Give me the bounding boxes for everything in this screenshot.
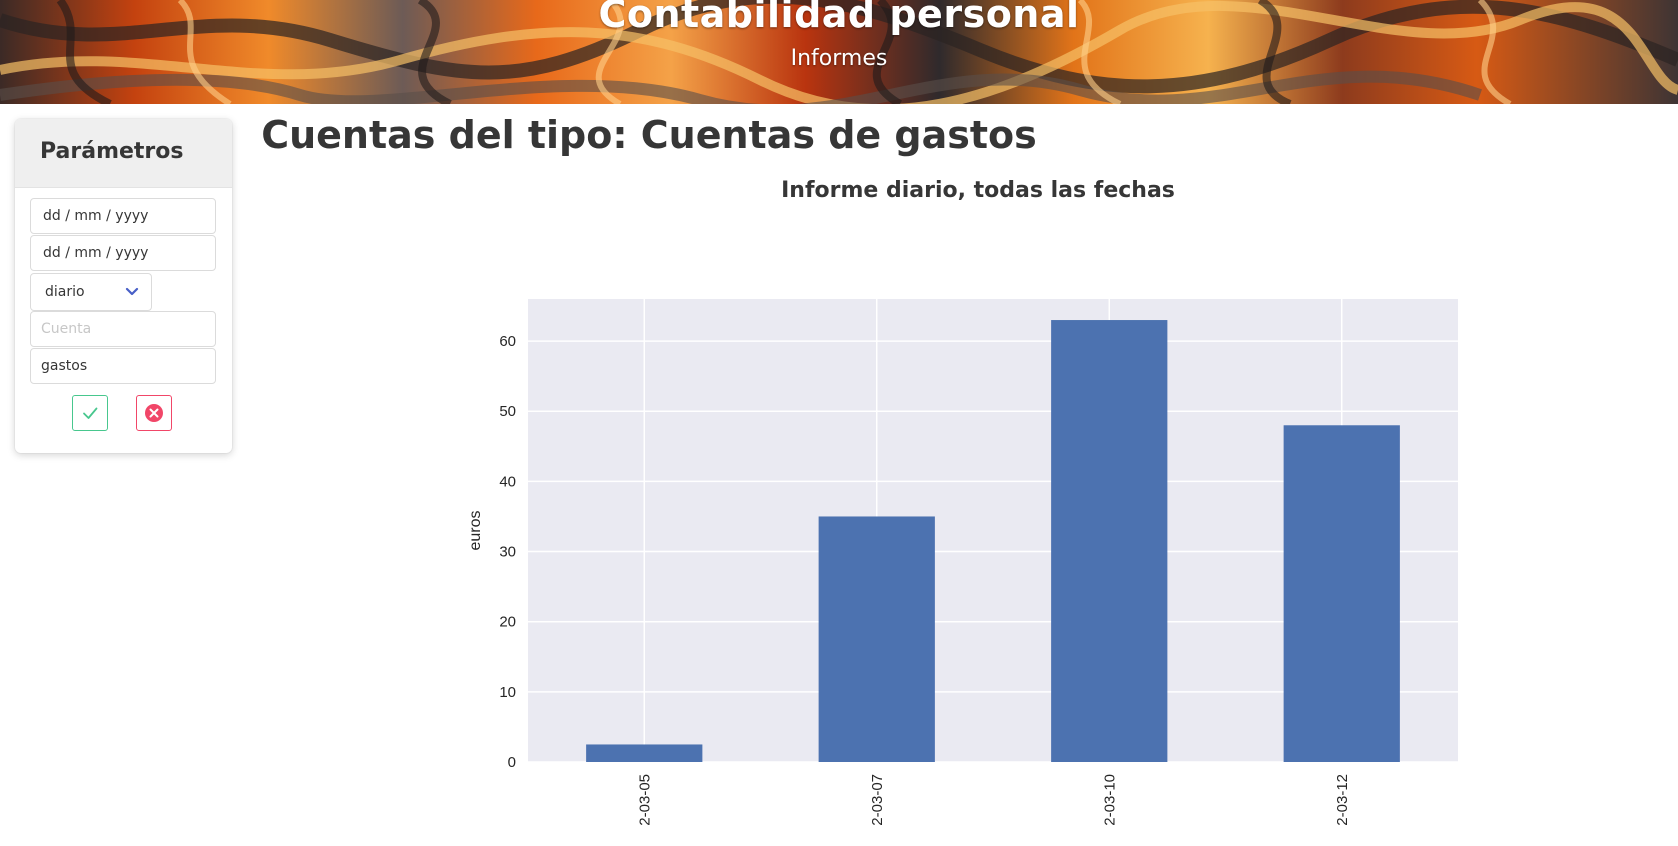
y-tick-label: 0: [508, 754, 516, 771]
period-select[interactable]: diario: [30, 273, 152, 311]
account-type-input[interactable]: gastos: [30, 348, 216, 384]
y-axis-label: euros: [467, 510, 484, 550]
bar-2-03-12: [1283, 425, 1400, 762]
x-tick-label: 2-03-10: [1101, 774, 1118, 826]
cancel-button[interactable]: [136, 395, 172, 431]
app-title: Contabilidad personal: [598, 0, 1080, 36]
account-input[interactable]: Cuenta: [30, 311, 216, 347]
x-tick-label: 2-03-07: [869, 774, 886, 826]
confirm-button[interactable]: [72, 395, 108, 431]
report-title: Cuentas del tipo: Cuentas de gastos: [240, 113, 1678, 157]
expenses-bar-chart: 0 10 20 30 40 50 60 2-03-05 2-03-07 2-03-10 2-03-1…: [467, 299, 1458, 826]
y-tick-label: 10: [499, 684, 516, 701]
date-from-input[interactable]: dd / mm / yyyy: [30, 198, 216, 234]
y-tick-label: 50: [499, 403, 516, 420]
app-subtitle: Informes: [790, 46, 888, 71]
x-tick-label: 2-03-12: [1334, 774, 1351, 826]
bar-2-03-07: [818, 516, 935, 762]
report-subtitle: Informe diario, todas las fechas: [781, 178, 1175, 203]
check-icon: [83, 407, 98, 419]
close-circle-icon: [145, 404, 163, 422]
bar-2-03-05: [586, 744, 703, 762]
report-title-text: Cuentas del tipo: Cuentas de gastos: [261, 113, 1037, 157]
parameters-panel: Parámetros dd / mm / yyyy dd / mm / yyyy…: [15, 119, 232, 453]
parameters-panel-title: Parámetros: [40, 139, 184, 164]
y-tick-label: 60: [499, 333, 516, 350]
y-tick-label: 30: [499, 544, 516, 561]
parameters-panel-header: [15, 119, 232, 188]
bar-2-03-10: [1051, 320, 1168, 762]
period-select-value: diario: [45, 284, 85, 300]
y-tick-label: 40: [499, 473, 516, 490]
marble-background-image: [0, 0, 1678, 104]
y-tick-label: 20: [499, 614, 516, 631]
header-banner: Contabilidad personal Informes: [0, 0, 1678, 104]
x-tick-label: 2-03-05: [636, 774, 653, 826]
date-to-input[interactable]: dd / mm / yyyy: [30, 235, 216, 271]
chevron-down-icon: [125, 287, 139, 296]
